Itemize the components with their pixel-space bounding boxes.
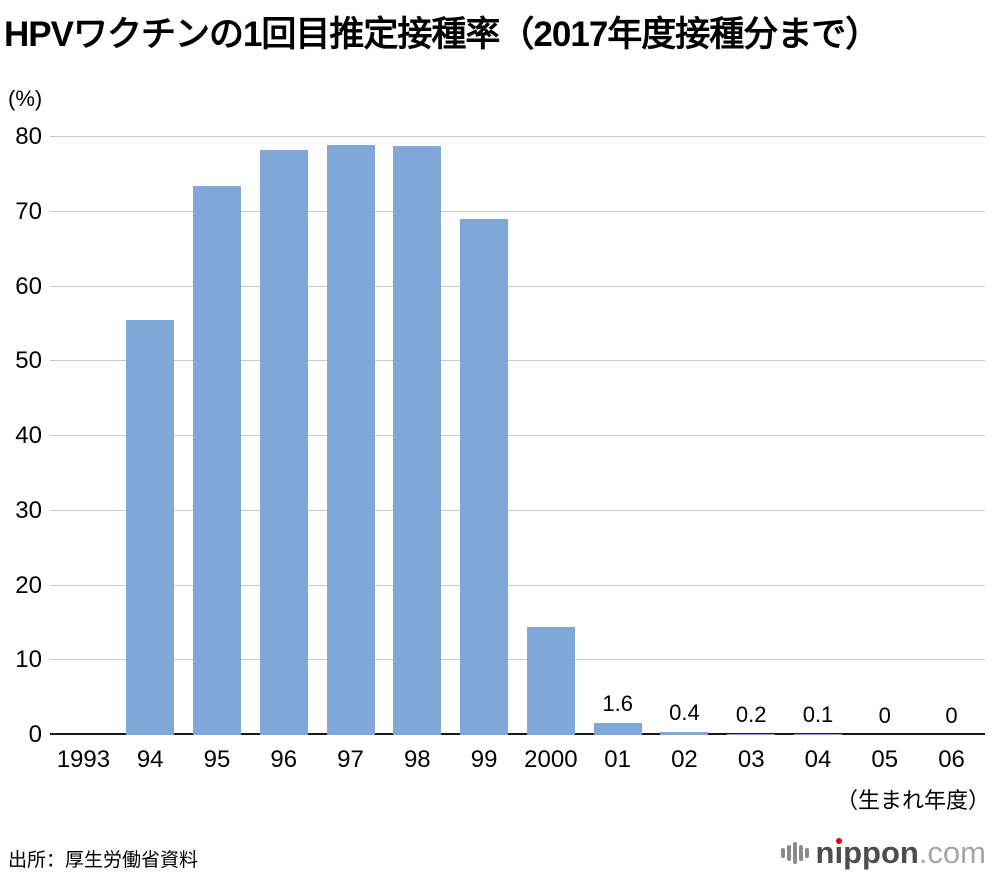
bar-column: 0.4 [651, 137, 718, 735]
bar [326, 145, 375, 735]
x-tick-label: 94 [136, 746, 164, 773]
bar-column [250, 137, 317, 735]
logo-bar [781, 847, 785, 858]
y-tick-label: 0 [28, 721, 42, 748]
gridline [50, 136, 985, 137]
bar [259, 149, 308, 735]
bar-column: 1.6 [584, 137, 651, 735]
soundwave-bars-icon [781, 840, 809, 866]
bar-column: 0.2 [718, 137, 785, 735]
plot-area: 1.6 0.4 0.2 0.1 0 0 [50, 136, 985, 735]
logo-bar [793, 841, 797, 864]
bar [593, 723, 642, 735]
bar [192, 185, 241, 735]
bar [660, 732, 709, 735]
y-tick-label: 40 [15, 422, 42, 449]
bars-layer: 1.6 0.4 0.2 0.1 0 0 [50, 137, 985, 735]
bar-column [517, 137, 584, 735]
source-credit: 出所：厚生労働省資料 [8, 850, 199, 871]
bar-column [50, 137, 117, 735]
logo-red-dot [835, 838, 842, 844]
bar-value-label: 0.2 [735, 701, 767, 727]
gridline [50, 659, 985, 661]
x-tick-label: 04 [804, 746, 832, 773]
gridline [50, 210, 985, 212]
bar-column [317, 137, 384, 735]
logo-letter-i: ı [834, 835, 844, 870]
logo-brand: nı ppon [815, 835, 919, 870]
bar-column: 0.1 [785, 137, 852, 735]
x-tick-label: 96 [270, 746, 298, 773]
x-tick-label: 99 [470, 746, 498, 773]
bar [393, 145, 442, 735]
y-tick-label: 30 [15, 496, 42, 524]
gridlines-layer [50, 136, 985, 735]
logo-suffix: .com [918, 835, 986, 870]
x-tick-label: 05 [871, 746, 899, 773]
chart-title: HPVワクチンの1回目推定接種率（2017年度接種分まで） [4, 15, 880, 54]
y-tick-label: 20 [15, 571, 42, 599]
x-axis-note: （生まれ年度） [835, 788, 990, 813]
y-tick-label: 70 [15, 197, 42, 225]
bar-value-label: 0.1 [802, 702, 834, 728]
nippon-com-logo: nı ppon.com [781, 837, 986, 868]
x-tick-label: 97 [337, 746, 364, 773]
bar-column [117, 137, 184, 735]
x-tick-label: 1993 [56, 746, 111, 773]
logo-bar [805, 847, 809, 858]
bar [126, 320, 175, 735]
y-tick-label: 60 [15, 272, 42, 300]
x-axis: 1993 94 95 96 97 98 99 2000 01 02 03 04 05 06 [50, 746, 985, 774]
gridline [50, 509, 985, 511]
bar [727, 733, 776, 735]
x-tick-label: 06 [938, 746, 965, 773]
gridline [50, 360, 985, 362]
bar [526, 627, 575, 735]
y-axis-unit-label: (%) [8, 86, 43, 111]
bar-column: 0 [918, 137, 985, 735]
x-tick-label: 01 [604, 746, 631, 773]
bar-column [451, 137, 518, 735]
gridline [50, 435, 985, 436]
logo-bar [787, 844, 791, 861]
y-tick-label: 10 [15, 646, 42, 674]
gridline [50, 285, 985, 287]
bar [793, 734, 842, 735]
bar-value-label: 0 [878, 703, 891, 728]
bar [460, 219, 509, 735]
x-tick-label: 95 [203, 746, 231, 773]
x-tick-label: 03 [737, 746, 765, 773]
bar-column [184, 137, 251, 735]
x-tick-label: 98 [403, 746, 431, 773]
bar-column: 0 [851, 137, 918, 735]
gridline [50, 584, 985, 586]
y-tick-label: 50 [15, 347, 42, 375]
bar-value-label: 0 [945, 703, 958, 728]
x-axis-line [50, 733, 985, 735]
y-axis: 0 10 20 30 40 50 60 70 80 [0, 125, 42, 747]
x-tick-label: 2000 [524, 746, 578, 773]
bar-value-label: 0.4 [669, 700, 700, 726]
y-tick-label: 80 [15, 123, 42, 150]
logo-bar [799, 844, 803, 861]
bar-value-label: 1.6 [602, 691, 633, 717]
bar-column [384, 137, 451, 735]
x-tick-label: 02 [671, 746, 698, 773]
